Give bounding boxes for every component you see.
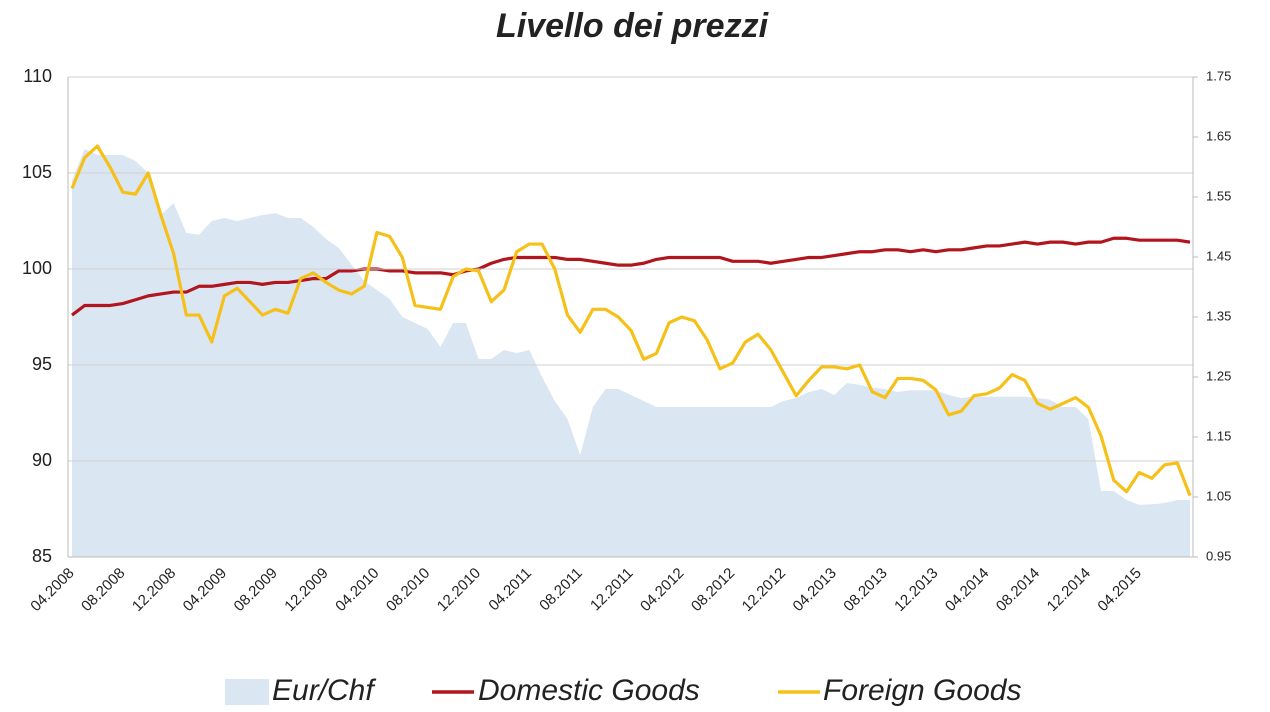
y-tick-label: 110 [23, 66, 52, 86]
x-tick-label: 12.2012 [739, 565, 789, 615]
legend-label: Foreign Goods [823, 674, 1021, 707]
y2-tick-label: 0.95 [1206, 548, 1231, 563]
x-tick-label: 08.2012 [688, 565, 738, 615]
x-tick-label: 08.2009 [231, 565, 281, 615]
y-tick-label: 105 [22, 162, 52, 182]
chart-title: Livello dei prezzi [496, 7, 770, 45]
x-tick-label: 04.2011 [485, 565, 535, 615]
y2-tick-label: 1.15 [1206, 428, 1231, 443]
y-tick-label: 85 [32, 546, 52, 566]
x-tick-label: 04.2015 [1094, 565, 1144, 615]
plot-layer [72, 149, 1190, 557]
y2-tick-label: 1.05 [1206, 488, 1231, 503]
x-tick-label: 04.2010 [332, 565, 382, 615]
legend-label: Domestic Goods [478, 674, 700, 707]
y2-tick-label: 1.35 [1206, 308, 1231, 323]
y2-tick-label: 1.55 [1206, 188, 1231, 203]
x-tick-label: 04.2014 [942, 565, 992, 615]
x-tick-label: 12.2013 [891, 565, 941, 615]
y2-tick-label: 1.65 [1206, 128, 1231, 143]
x-tick-label: 08.2014 [993, 565, 1043, 615]
legend-label: Eur/Chf [272, 674, 376, 707]
line [71, 236, 1191, 317]
x-tick-label: 08.2008 [78, 565, 128, 615]
x-tick-label: 04.2008 [27, 565, 77, 615]
x-tick-label: 12.2014 [1044, 565, 1094, 615]
x-tick-label: 08.2013 [840, 565, 890, 615]
y2-tick-label: 1.75 [1206, 68, 1231, 83]
y-tick-label: 100 [22, 258, 52, 278]
y-tick-label: 95 [32, 354, 52, 374]
x-tick-label: 12.2009 [281, 565, 331, 615]
x-tick-label: 08.2011 [536, 565, 586, 615]
x-tick-label: 04.2009 [180, 565, 230, 615]
x-tick-label: 12.2008 [129, 565, 179, 615]
x-tick-label: 12.2010 [434, 565, 484, 615]
legend-swatch [225, 679, 269, 705]
y2-tick-label: 1.25 [1206, 368, 1231, 383]
line [70, 144, 1192, 497]
x-tick-label: 12.2011 [587, 565, 637, 615]
x-tick-label: 04.2012 [637, 565, 687, 615]
y2-tick-label: 1.45 [1206, 248, 1231, 263]
x-tick-label: 08.2010 [383, 565, 433, 615]
y-tick-label: 90 [32, 450, 52, 470]
x-tick-label: 04.2013 [790, 565, 840, 615]
area [72, 149, 1190, 557]
